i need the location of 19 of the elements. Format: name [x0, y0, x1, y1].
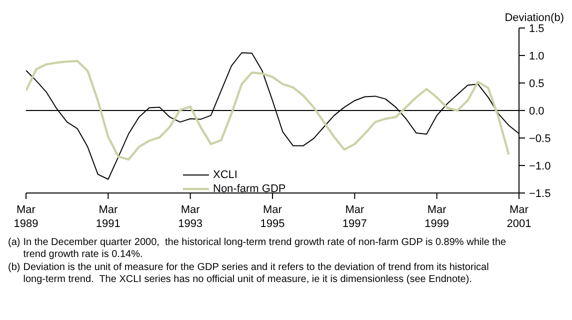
y-tick-label: 1.5 [529, 23, 544, 35]
y-tick-label: −1.5 [529, 188, 551, 200]
x-tick-label: Mar 1989 [14, 204, 38, 230]
x-tick-label: Mar 1999 [424, 204, 450, 230]
text: (b) Deviation is the unit of measure for the GDP series and it refers to the deviation of trend from its historical long-term trend. The XCLI series has no official unit of measure, ie it is dimensionless (see Endnote). [8, 262, 490, 286]
y-tick-label: 0.5 [529, 78, 544, 90]
legend-label: XCLI [213, 168, 238, 182]
y-axis-title: Deviation(b) [504, 12, 564, 24]
y-tick-label: −0.5 [529, 133, 551, 145]
x-tick-label: Mar 2001 [506, 204, 532, 230]
x-tick-label: Mar 1995 [260, 204, 285, 230]
x-tick-label: Mar 1993 [178, 204, 203, 230]
x-tick-label: Mar 1997 [342, 204, 367, 230]
legend-label: Non-farm GDP [213, 182, 286, 196]
y-tick-label: 1.0 [529, 50, 544, 62]
x-tick-label: Mar 1991 [96, 204, 120, 230]
y-tick-label: 0.0 [529, 106, 544, 118]
y-tick-label: −1.0 [529, 160, 551, 172]
text: (a) In the December quarter 2000, the historical long-term trend growth rate of non-farm GDP is 0.89% while the trend growth rate is 0.14%. [8, 237, 508, 261]
